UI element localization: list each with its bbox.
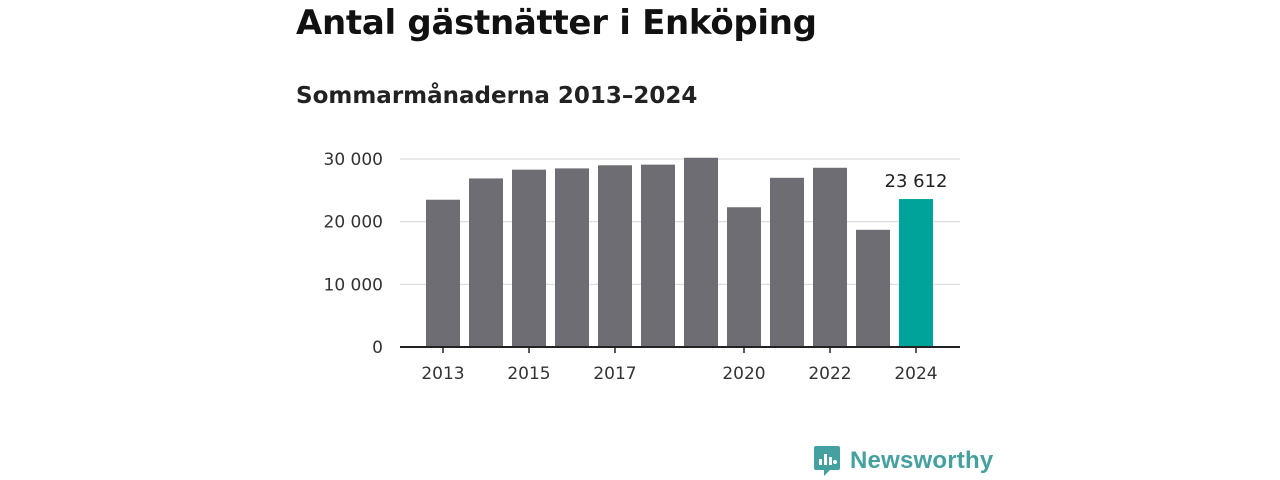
x-tick-label: 2017 [593, 364, 636, 384]
brand-name: Newsworthy [850, 447, 994, 474]
x-tick-label: 2020 [722, 364, 765, 384]
bar-2024 [899, 199, 933, 347]
bar-2021 [770, 177, 804, 347]
y-tick-label: 10 000 [324, 275, 383, 295]
bar-2013 [426, 199, 460, 347]
chart-subtitle: Sommarmånaderna 2013–2024 [296, 83, 698, 109]
chart-title: Antal gästnätter i Enköping [296, 3, 817, 43]
bar-2018 [641, 164, 675, 347]
bars [426, 157, 933, 347]
x-tick-label: 2024 [894, 364, 937, 384]
x-tick-label: 2022 [808, 364, 851, 384]
y-tick-label: 0 [372, 338, 383, 358]
bar-2020 [727, 207, 761, 347]
labels: 0 10 000 20 000 30 000 23 612 2013 2015 2017 202… [324, 150, 948, 384]
bar-2022 [813, 167, 847, 347]
newsworthy-logo-icon [814, 446, 840, 476]
bar-2023 [856, 229, 890, 347]
brand-logo: Newsworthy [814, 446, 993, 476]
bar-2016 [555, 168, 589, 347]
y-tick-label: 20 000 [324, 213, 383, 233]
data-label: 23 612 [885, 171, 948, 192]
x-tick-label: 2013 [421, 364, 464, 384]
bar-2015 [512, 169, 546, 347]
bar-2014 [469, 178, 503, 347]
bar-2019 [684, 157, 718, 347]
y-tick-label: 30 000 [324, 150, 383, 170]
axes [400, 346, 960, 353]
x-tick-label: 2015 [507, 364, 550, 384]
bar-2017 [598, 165, 632, 347]
